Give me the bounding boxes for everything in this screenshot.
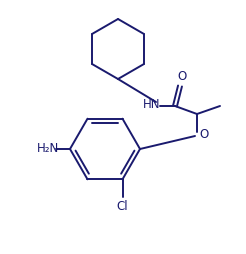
- Text: O: O: [177, 71, 187, 84]
- Text: H₂N: H₂N: [37, 142, 59, 155]
- Text: HN: HN: [143, 99, 161, 112]
- Text: O: O: [199, 128, 209, 140]
- Text: Cl: Cl: [117, 200, 128, 213]
